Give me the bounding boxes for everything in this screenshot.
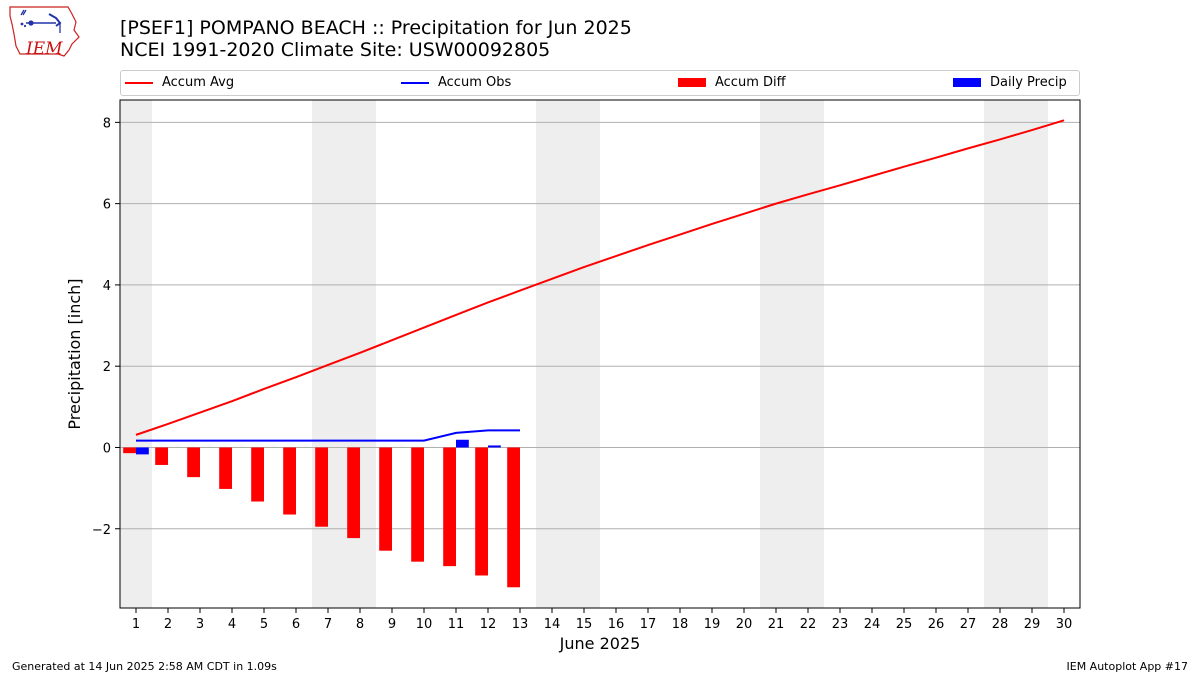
accum-diff-bar-day-2: [155, 447, 168, 465]
x-tick-label-26: 26: [928, 617, 945, 632]
x-tick-label-17: 17: [640, 617, 657, 632]
accum-diff-bar-day-11: [443, 447, 456, 567]
legend-entry-accum-obs: Accum Obs: [401, 74, 511, 92]
weekend-band-day-28: [984, 100, 1016, 608]
legend-swatch-accum-avg: [125, 81, 153, 84]
x-tick-label-22: 22: [800, 617, 817, 632]
x-tick-label-14: 14: [544, 617, 561, 632]
legend-label-daily-precip: Daily Precip: [990, 75, 1067, 90]
chart-title: [PSEF1] POMPANO BEACH :: Precipitation f…: [120, 17, 632, 39]
x-tick-label-5: 5: [260, 617, 268, 632]
accum-diff-bar-day-10: [411, 447, 424, 562]
x-tick-label-25: 25: [896, 617, 913, 632]
accum-avg-line: [135, 119, 1065, 436]
legend-entry-accum-avg: Accum Avg: [125, 74, 234, 92]
daily-precip-bar-day-1: [136, 447, 149, 455]
weekend-band-day-1: [120, 100, 152, 608]
accum-diff-bar-day-4: [219, 447, 232, 489]
accum-diff-bar-day-8: [347, 447, 360, 539]
accum-diff-bar-day-5: [251, 447, 264, 502]
weekend-bands: [120, 100, 1048, 608]
y-tick-label-0: −2: [92, 523, 111, 538]
accum-diff-bar-day-1: [123, 447, 136, 454]
y-tick-label-3: 4: [103, 279, 111, 294]
footer-generated-text: Generated at 14 Jun 2025 2:58 AM CDT in …: [12, 660, 277, 673]
grid-lines: [120, 121, 1080, 530]
x-tick-label-27: 27: [960, 617, 977, 632]
x-tick-label-15: 15: [576, 617, 593, 632]
weekend-band-day-21: [760, 100, 792, 608]
accum-diff-bar-day-9: [379, 447, 392, 551]
weekend-band-day-29: [1016, 100, 1048, 608]
legend-entry-accum-diff: Accum Diff: [678, 74, 786, 92]
iowa-state-outline-icon: [9, 6, 80, 57]
legend-label-accum-diff: Accum Diff: [715, 75, 786, 90]
legend-swatch-daily-precip: [953, 78, 981, 87]
weekend-band-day-15: [568, 100, 600, 608]
x-tick-label-10: 10: [416, 617, 433, 632]
legend-swatch-accum-diff: [678, 78, 706, 87]
x-tick-label-30: 30: [1056, 617, 1073, 632]
accum-obs-line: [136, 429, 520, 442]
x-tick-label-28: 28: [992, 617, 1009, 632]
footer-app-text: IEM Autoplot App #17: [1066, 660, 1189, 673]
y-tick-label-4: 6: [103, 198, 111, 213]
x-tick-label-21: 21: [768, 617, 785, 632]
plot-frame: [119, 99, 1081, 609]
y-tick-label-2: 2: [103, 360, 111, 375]
x-tick-label-11: 11: [448, 617, 465, 632]
x-tick-label-2: 2: [164, 617, 172, 632]
x-tick-label-23: 23: [832, 617, 849, 632]
x-tick-label-13: 13: [512, 617, 529, 632]
legend-label-accum-obs: Accum Obs: [438, 75, 512, 90]
accum-diff-bar-day-12: [475, 447, 488, 576]
y-axis-label: Precipitation [inch]: [65, 278, 84, 429]
logo-text: IEM: [26, 39, 63, 59]
y-tick-label-5: 8: [103, 116, 111, 131]
iem-logo: IEM: [6, 4, 82, 60]
x-axis-ticks: 1 2 3 4 5 6 7 8 9 10 11 12 13 14 15 16 17 18 19 20 21 22 23 24 2…: [132, 608, 1072, 632]
x-tick-label-8: 8: [356, 617, 364, 632]
x-tick-label-16: 16: [608, 617, 625, 632]
x-tick-label-29: 29: [1024, 617, 1041, 632]
bar-series: [123, 439, 520, 588]
legend-entry-daily-precip: Daily Precip: [953, 74, 1067, 92]
y-axis-ticks: −2 0 2 4 6 8: [92, 116, 120, 538]
y-tick-label-1: 0: [103, 441, 111, 456]
x-tick-label-9: 9: [388, 617, 396, 632]
x-tick-label-24: 24: [864, 617, 881, 632]
daily-precip-bar-day-12: [488, 445, 501, 448]
x-tick-label-18: 18: [672, 617, 689, 632]
line-series: [135, 119, 1065, 442]
x-tick-label-12: 12: [480, 617, 497, 632]
legend-swatch-accum-obs: [401, 81, 429, 84]
accum-diff-bar-day-7: [315, 447, 328, 527]
weekend-band-day-22: [792, 100, 824, 608]
x-tick-label-20: 20: [736, 617, 753, 632]
chart-subtitle: NCEI 1991-2020 Climate Site: USW00092805: [120, 39, 551, 61]
x-tick-label-6: 6: [292, 617, 300, 632]
accum-diff-bar-day-6: [283, 447, 296, 515]
x-tick-label-7: 7: [324, 617, 332, 632]
x-axis-label: June 2025: [559, 634, 641, 653]
daily-precip-bar-day-11: [456, 439, 469, 448]
weekend-band-day-7: [312, 100, 344, 608]
x-tick-label-4: 4: [228, 617, 236, 632]
x-tick-label-1: 1: [132, 617, 140, 632]
x-tick-label-3: 3: [196, 617, 204, 632]
accum-diff-bar-day-13: [507, 447, 520, 588]
x-tick-label-19: 19: [704, 617, 721, 632]
chart-legend: Accum Avg Accum Obs Accum Diff Daily Pre…: [120, 70, 1080, 96]
accum-diff-bar-day-3: [187, 447, 200, 478]
legend-label-accum-avg: Accum Avg: [162, 75, 235, 90]
weekend-band-day-14: [536, 100, 568, 608]
